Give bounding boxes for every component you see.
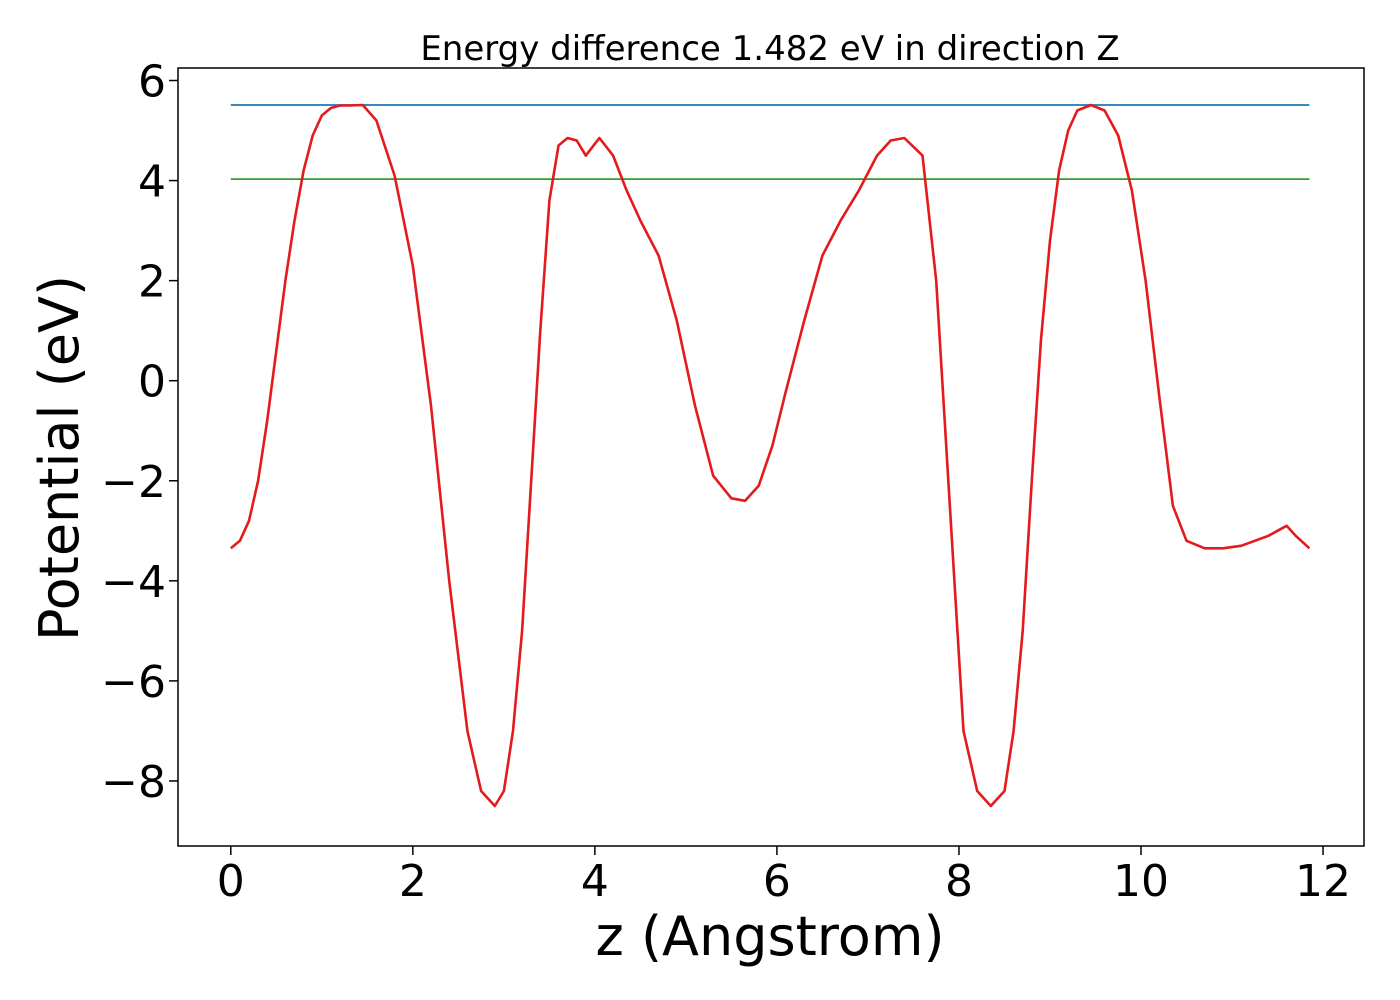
y-tick-label: −2 (101, 457, 166, 508)
plot-frame (177, 67, 1365, 847)
x-axis-ticks: 0 2 4 6 8 10 12 (217, 846, 1351, 907)
plot-area (229, 103, 1311, 808)
y-tick-label: 4 (138, 157, 166, 208)
x-axis-label: z (Angstrom) (595, 905, 944, 968)
x-tick-label: 12 (1295, 856, 1351, 907)
y-axis-ticks: −8 −6 −4 −2 0 2 4 6 (101, 57, 178, 808)
x-tick-label: 4 (581, 856, 609, 907)
y-tick-label: 0 (138, 357, 166, 408)
y-axis-label: Potential (eV) (28, 275, 91, 641)
series-line-3 (229, 103, 1311, 808)
y-tick-label: −6 (101, 657, 166, 708)
x-tick-label: 10 (1113, 856, 1169, 907)
x-tick-label: 6 (763, 856, 791, 907)
y-tick-label: −8 (101, 757, 166, 808)
x-tick-label: 0 (217, 856, 245, 907)
y-tick-label: 6 (138, 57, 166, 108)
y-tick-label: −4 (101, 557, 166, 608)
x-tick-label: 2 (399, 856, 427, 907)
x-tick-label: 8 (945, 856, 973, 907)
y-tick-label: 2 (138, 257, 166, 308)
chart-title: Energy difference 1.482 eV in direction … (420, 29, 1119, 69)
